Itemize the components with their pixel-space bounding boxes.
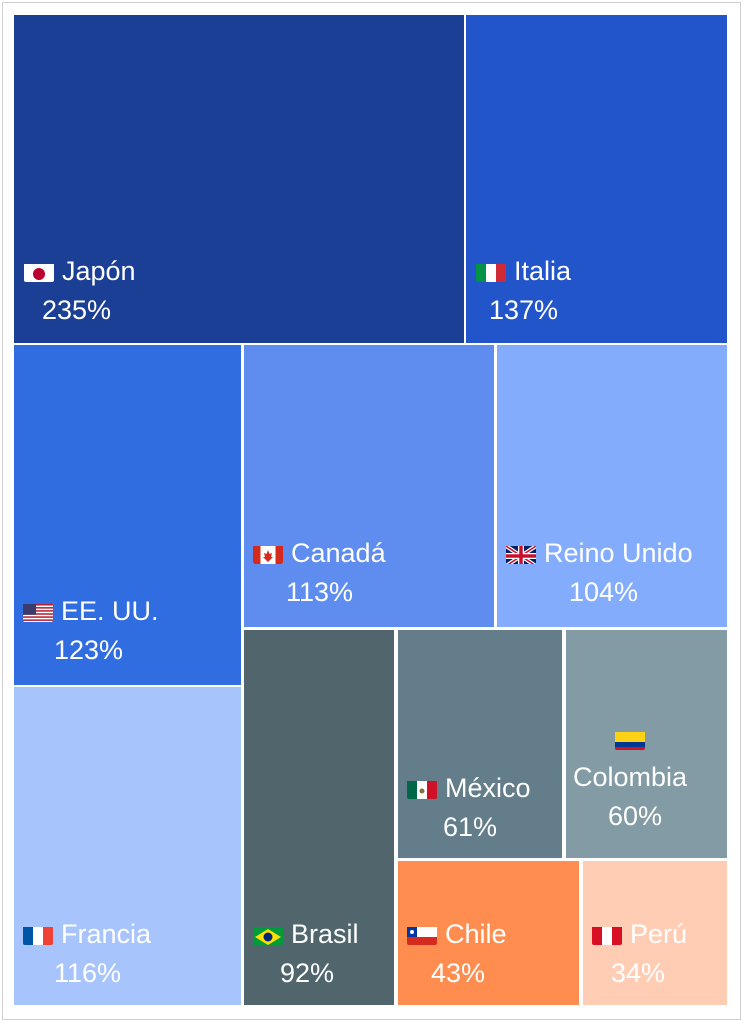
tile-eeuu[interactable]: EE. UU. 123%: [14, 345, 241, 685]
tile-peru[interactable]: Perú 34%: [583, 861, 727, 1005]
tile-brasil[interactable]: Brasil 92%: [244, 630, 394, 1005]
flag-chile-icon: [407, 925, 437, 945]
tile-francia-name: Francia: [61, 919, 152, 949]
flag-reino-unido-icon: [506, 543, 536, 564]
tile-mexico-name: México: [445, 773, 531, 803]
tile-brasil-name: Brasil: [291, 919, 359, 949]
flag-mexico-icon: [407, 779, 437, 799]
tile-eeuu-value: 123%: [54, 635, 124, 665]
tile-mexico[interactable]: México 61%: [398, 630, 562, 858]
tile-chile-value: 43%: [431, 958, 486, 988]
flag-francia-icon: [23, 925, 53, 945]
flag-peru-icon: [592, 925, 622, 945]
tile-colombia-value: 60%: [608, 801, 663, 831]
tile-japon-value: 235%: [42, 295, 112, 325]
tile-peru-name: Perú: [630, 919, 688, 949]
tile-reino-unido[interactable]: Reino Unido 104%: [497, 345, 727, 627]
flag-colombia-icon: [615, 730, 646, 750]
tile-japon[interactable]: Japón 235%: [14, 15, 464, 343]
flag-canada-icon: [253, 544, 283, 564]
tile-italia-name: Italia: [514, 256, 572, 286]
tile-chile-name: Chile: [445, 919, 507, 949]
tile-brasil-value: 92%: [280, 958, 335, 988]
flag-italia-icon: [476, 262, 506, 282]
tile-colombia-name: Colombia: [573, 762, 688, 792]
tile-chile[interactable]: Chile 43%: [398, 861, 579, 1005]
tile-canada[interactable]: Canadá 113%: [244, 345, 494, 627]
tile-italia-value: 137%: [489, 295, 559, 325]
tile-peru-value: 34%: [611, 958, 666, 988]
tile-colombia[interactable]: Colombia 60%: [566, 630, 727, 858]
tile-reino-unido-value: 104%: [569, 577, 639, 607]
tile-canada-name: Canadá: [291, 538, 386, 568]
tile-canada-value: 113%: [286, 577, 354, 607]
tile-eeuu-name: EE. UU.: [61, 596, 159, 626]
flag-japon-icon: [24, 262, 54, 282]
tile-japon-name: Japón: [62, 256, 136, 286]
tile-mexico-value: 61%: [443, 812, 498, 842]
tile-francia[interactable]: Francia 116%: [14, 687, 241, 1005]
tile-reino-unido-name: Reino Unido: [544, 538, 693, 568]
tile-italia[interactable]: Italia 137%: [466, 15, 727, 343]
flag-eeuu-icon: [23, 602, 53, 622]
flag-brasil-icon: [253, 925, 283, 945]
tile-francia-value: 116%: [54, 958, 122, 988]
